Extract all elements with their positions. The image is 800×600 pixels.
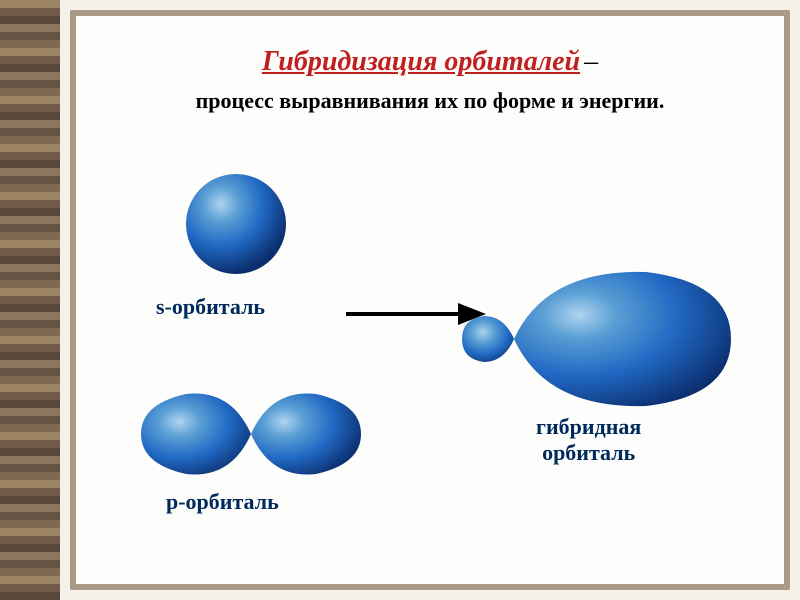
title-dash: –	[584, 46, 598, 77]
diagram-area: s-орбиталь	[116, 154, 744, 514]
p-orbital-shape	[136, 379, 366, 494]
s-orbital-label: s-орбиталь	[156, 294, 265, 320]
s-orbital-shape	[176, 164, 296, 289]
hybrid-label-line2: орбиталь	[542, 440, 635, 465]
title-block: Гибридизация орбиталей –	[116, 46, 744, 78]
p-orbital-label: р-орбиталь	[166, 489, 279, 515]
hybrid-label-line1: гибридная	[536, 414, 641, 439]
content-frame: Гибридизация орбиталей – процесс выравни…	[70, 10, 790, 590]
subtitle: процесс выравнивания их по форме и энерг…	[116, 88, 744, 114]
title-main: Гибридизация орбиталей	[262, 46, 580, 77]
hybrid-orbital-label: гибридная орбиталь	[536, 414, 641, 467]
main-panel: Гибридизация орбиталей – процесс выравни…	[60, 0, 800, 600]
hybrid-orbital-shape	[456, 264, 736, 419]
decorative-sidebar	[0, 0, 60, 600]
